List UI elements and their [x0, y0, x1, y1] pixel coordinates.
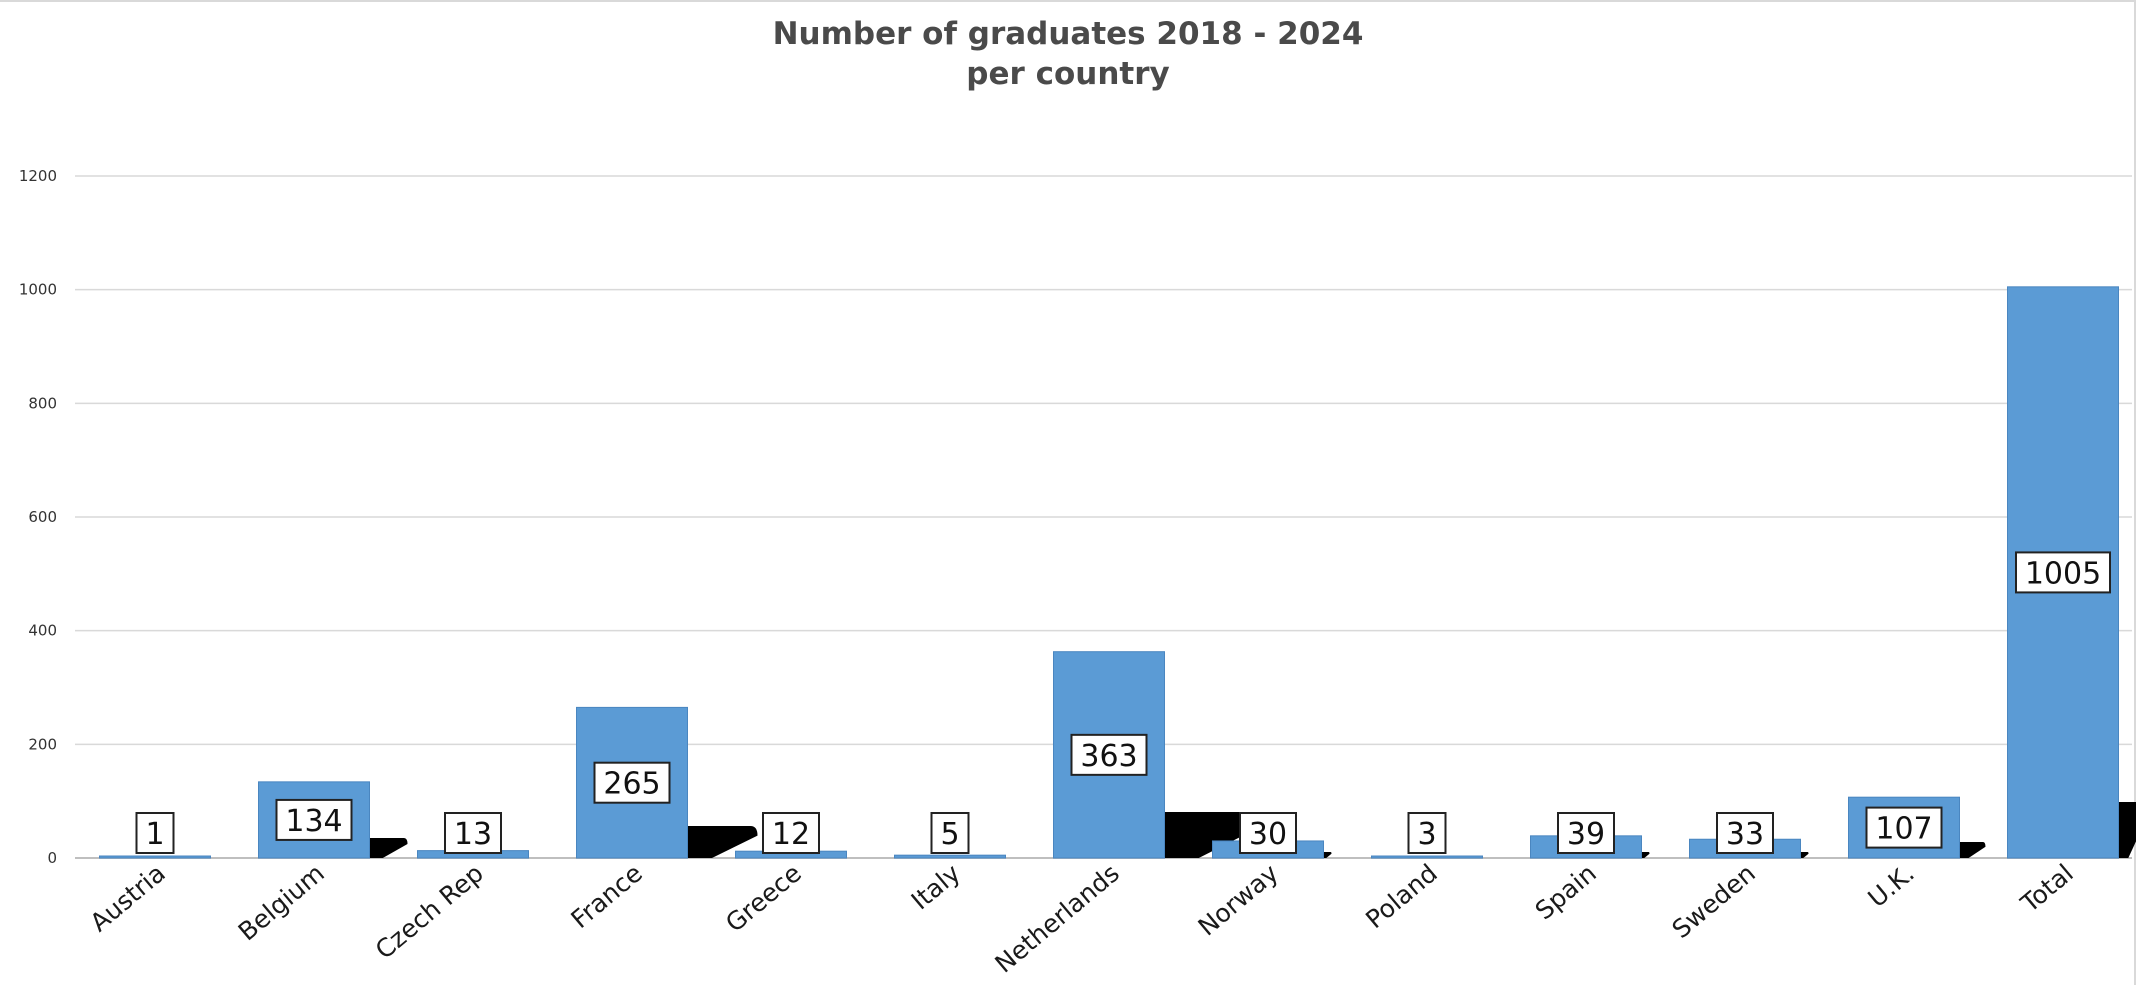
data-label-box — [1070, 733, 1148, 776]
y-tick-label: 800 — [28, 394, 57, 412]
x-tick-label: Czech Rep — [370, 858, 489, 964]
bar-shadow — [687, 826, 758, 858]
data-label-box — [1407, 812, 1447, 854]
bar-shadow — [1800, 852, 1809, 858]
data-label: 3 — [1417, 817, 1436, 852]
data-label: 265 — [603, 767, 660, 802]
x-tick-label: Spain — [1530, 858, 1602, 925]
data-label: 30 — [1249, 817, 1287, 852]
data-label-box — [444, 812, 502, 854]
data-label: 134 — [285, 804, 342, 839]
bar-austria — [99, 855, 211, 859]
data-label-box — [275, 798, 353, 841]
data-label-box — [762, 812, 820, 854]
x-tick-label: Total — [2015, 858, 2079, 918]
data-label: 12 — [772, 817, 810, 852]
data-label-box — [1557, 812, 1615, 854]
bar-shadow — [1164, 812, 1263, 858]
data-label: 363 — [1080, 739, 1137, 774]
bar-shadow — [1641, 852, 1650, 858]
x-tick-label: France — [566, 858, 648, 934]
x-tick-label: Sweden — [1667, 858, 1761, 944]
data-label-box — [930, 812, 970, 854]
bar-shadow — [2118, 802, 2136, 858]
data-label: 5 — [940, 817, 959, 852]
data-label-box — [593, 761, 671, 804]
y-tick-label: 1200 — [19, 167, 57, 185]
x-tick-label: U.K. — [1862, 858, 1919, 913]
data-label-box — [1865, 806, 1943, 849]
data-label-box — [2015, 551, 2111, 594]
bar-shadow — [1959, 842, 1986, 858]
data-label-box — [1239, 812, 1297, 854]
bar-poland — [1371, 855, 1483, 859]
y-tick-label: 1000 — [19, 281, 57, 299]
chart-title-line-1: Number of graduates 2018 - 2024 — [772, 16, 1364, 52]
x-tick-label: Italy — [906, 858, 966, 915]
data-label-box — [1716, 812, 1774, 854]
y-tick-label: 200 — [28, 735, 57, 753]
chart-title: Number of graduates 2018 - 2024 per coun… — [0, 14, 2136, 94]
y-tick-label: 0 — [47, 849, 57, 867]
data-label: 13 — [454, 817, 492, 852]
bar-shadow — [1323, 852, 1332, 858]
x-tick-label: Austria — [85, 858, 171, 937]
data-label: 1 — [145, 817, 164, 852]
bar-shadow — [369, 838, 408, 858]
x-tick-label: Netherlands — [989, 858, 1124, 978]
data-label: 39 — [1567, 817, 1605, 852]
bar-italy — [894, 854, 1006, 859]
y-tick-label: 400 — [28, 622, 57, 640]
chart-title-line-2: per country — [966, 56, 1170, 92]
y-tick-label: 600 — [28, 508, 57, 526]
x-tick-label: Poland — [1360, 858, 1443, 934]
data-label-box — [135, 812, 175, 854]
data-label: 33 — [1726, 817, 1764, 852]
data-label: 1005 — [2025, 556, 2101, 591]
x-tick-label: Norway — [1193, 858, 1284, 941]
x-tick-label: Greece — [720, 858, 807, 937]
data-label: 107 — [1875, 812, 1932, 847]
x-tick-label: Belgium — [233, 858, 330, 946]
